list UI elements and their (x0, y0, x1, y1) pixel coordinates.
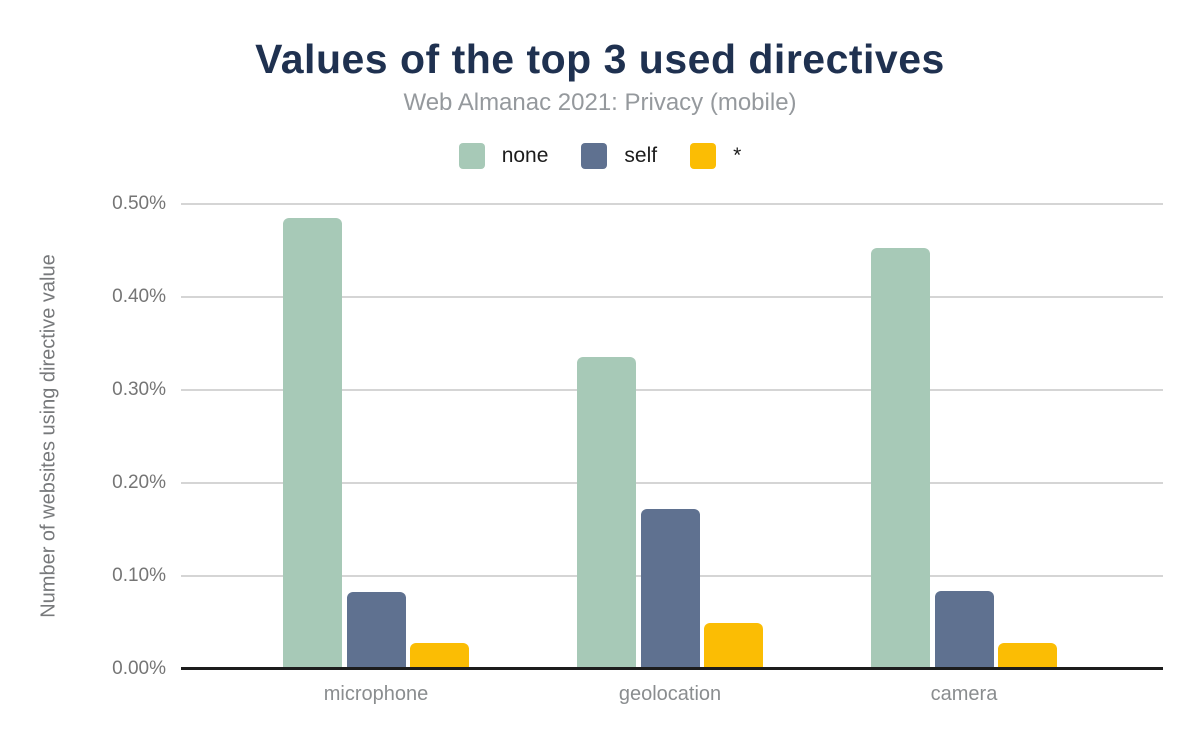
plot-area: microphone geolocation camera (181, 203, 1163, 705)
y-tick-label: 0.30% (112, 379, 166, 400)
bar-geolocation-none[interactable] (577, 357, 636, 669)
legend-swatch (690, 143, 717, 169)
bar-microphone-none[interactable] (283, 218, 342, 669)
gridline (181, 296, 1163, 298)
gridline (181, 482, 1163, 484)
chart-subtitle: Web Almanac 2021: Privacy (mobile) (403, 89, 797, 116)
legend-swatch (581, 143, 608, 169)
x-category-label: camera (930, 683, 998, 705)
x-category-label: microphone (323, 683, 429, 705)
y-tick-label: 0.00% (112, 658, 166, 679)
chart-title: Values of the top 3 used directives (255, 36, 945, 82)
chart-legend: none self * (0, 143, 1200, 169)
y-tick-label: 0.40% (112, 286, 166, 307)
bar-camera-self[interactable] (934, 591, 994, 669)
legend-item-star[interactable]: * (690, 143, 741, 169)
bar-camera-none[interactable] (871, 248, 930, 669)
legend-item-self[interactable]: self (581, 143, 657, 169)
bar-geolocation-star[interactable] (704, 623, 763, 669)
x-category-label: geolocation (618, 683, 722, 705)
y-tick-label: 0.50% (112, 193, 166, 214)
y-tick-label: 0.10% (112, 565, 166, 586)
legend-label: none (501, 144, 549, 167)
gridline (181, 389, 1163, 391)
gridline (181, 203, 1163, 205)
y-axis-ticks: 0.00% 0.10% 0.20% 0.30% 0.40% 0.50% (16, 193, 166, 679)
bar-geolocation-self[interactable] (640, 509, 700, 669)
legend-item-none[interactable]: none (458, 143, 549, 169)
bar-microphone-self[interactable] (346, 592, 406, 669)
y-tick-label: 0.20% (112, 472, 166, 493)
x-axis-line (181, 667, 1163, 670)
bar-microphone-star[interactable] (410, 643, 469, 669)
bar-camera-star[interactable] (998, 643, 1057, 669)
legend-label: * (733, 144, 742, 167)
legend-swatch (458, 143, 485, 169)
legend-label: self (624, 144, 658, 167)
